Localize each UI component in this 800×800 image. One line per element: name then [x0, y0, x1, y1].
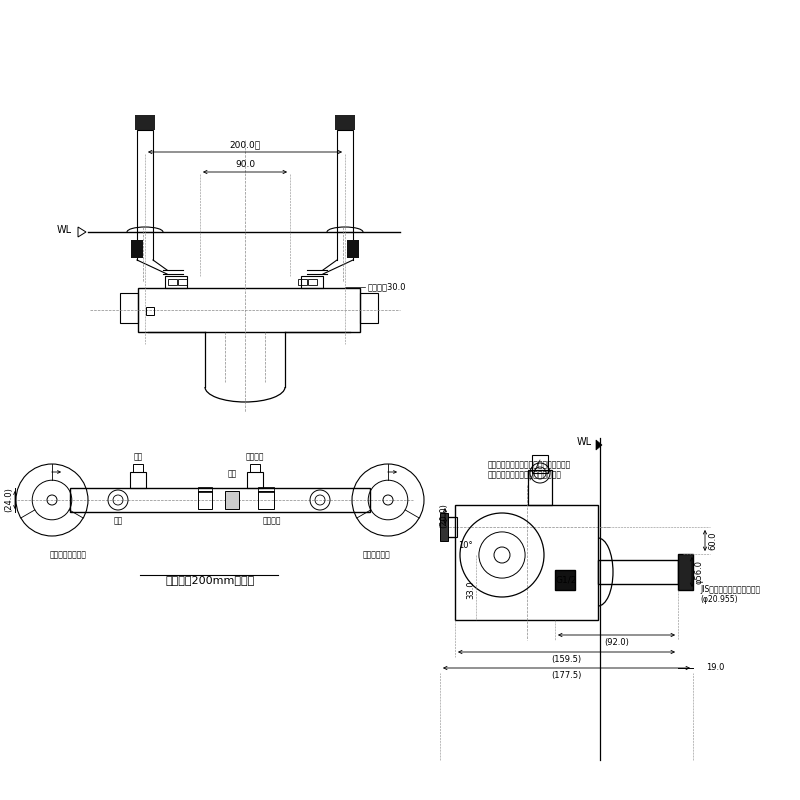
- Text: 温度調節ハンドル: 温度調節ハンドル: [50, 550, 87, 559]
- Text: (159.5): (159.5): [551, 655, 582, 664]
- Text: 33.0: 33.0: [466, 581, 475, 599]
- Text: (φ20.955): (φ20.955): [700, 595, 738, 605]
- Bar: [347, 240, 359, 258]
- Text: 19.0: 19.0: [706, 663, 724, 673]
- Text: 水温: 水温: [134, 452, 142, 461]
- Text: 水圧: 水圧: [114, 516, 122, 525]
- Bar: [308, 279, 317, 285]
- Bar: [298, 279, 307, 285]
- Text: φ56.0: φ56.0: [695, 560, 704, 584]
- Text: (177.5): (177.5): [551, 671, 582, 680]
- Text: （シャワセットは別途購入要参照）: （シャワセットは別途購入要参照）: [488, 470, 562, 479]
- Bar: [225, 491, 239, 509]
- Bar: [131, 240, 143, 258]
- Bar: [133, 464, 143, 472]
- Bar: [120, 293, 138, 323]
- Bar: [258, 487, 274, 492]
- Bar: [532, 455, 548, 473]
- Bar: [130, 472, 146, 488]
- Text: 200.0分: 200.0分: [230, 140, 261, 149]
- Bar: [301, 276, 323, 288]
- Bar: [678, 554, 693, 590]
- Bar: [250, 464, 260, 472]
- Text: G1/2: G1/2: [555, 575, 576, 585]
- Text: シャワ口: シャワ口: [246, 452, 264, 461]
- Text: 10°: 10°: [458, 541, 472, 550]
- Text: WL: WL: [57, 225, 72, 235]
- Text: WL: WL: [577, 437, 592, 447]
- Bar: [445, 517, 457, 537]
- Bar: [528, 470, 552, 505]
- Bar: [178, 279, 187, 285]
- Bar: [168, 279, 177, 285]
- Polygon shape: [596, 440, 602, 450]
- Text: JIS給水管用パイプネジ１３: JIS給水管用パイプネジ１３: [700, 586, 760, 594]
- Bar: [198, 487, 212, 492]
- Text: 取付茉々200mmの場合: 取付茉々200mmの場合: [166, 575, 254, 585]
- Bar: [247, 472, 263, 488]
- Bar: [455, 505, 598, 620]
- Bar: [337, 130, 353, 232]
- Bar: [258, 491, 274, 509]
- Text: 60.0: 60.0: [708, 531, 717, 550]
- Bar: [70, 488, 370, 512]
- Bar: [137, 130, 153, 232]
- Text: (92.0): (92.0): [604, 638, 629, 647]
- Bar: [335, 115, 355, 130]
- Bar: [165, 276, 187, 288]
- Bar: [135, 115, 155, 130]
- Text: (20.0): (20.0): [439, 503, 448, 529]
- Bar: [198, 491, 212, 509]
- Bar: [440, 513, 448, 541]
- Text: 安全ハンドル: 安全ハンドル: [362, 550, 390, 559]
- Text: この部分にシャワセットを取付けます。: この部分にシャワセットを取付けます。: [488, 461, 571, 470]
- Bar: [598, 560, 678, 584]
- Bar: [555, 570, 575, 590]
- Bar: [138, 288, 360, 332]
- Text: 90.0: 90.0: [235, 160, 255, 169]
- Text: (24.0): (24.0): [4, 487, 13, 513]
- Text: 六角対辺30.0: 六角対辺30.0: [368, 282, 406, 291]
- Bar: [146, 307, 154, 315]
- Text: 止水: 止水: [227, 469, 237, 478]
- Bar: [360, 293, 378, 323]
- Text: パイプ口: パイプ口: [262, 516, 282, 525]
